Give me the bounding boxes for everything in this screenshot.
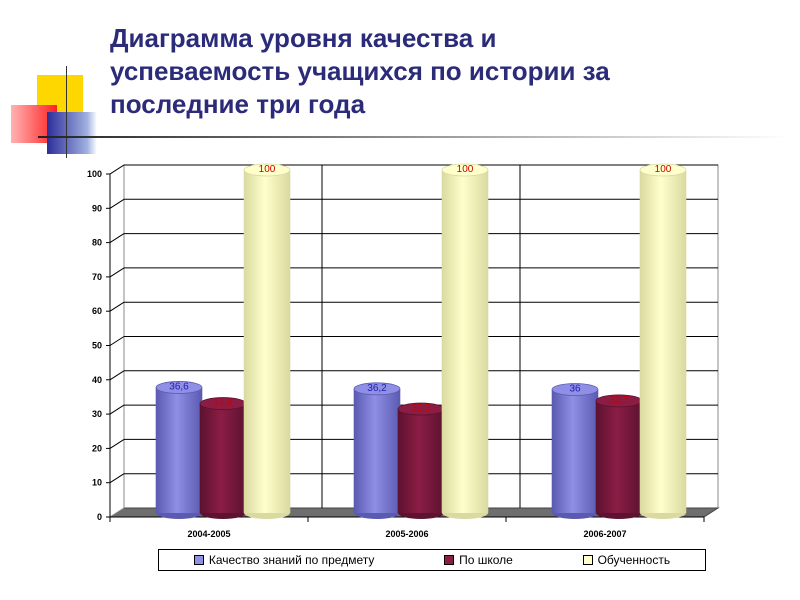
y-tick-label: 40 <box>92 375 102 385</box>
data-label: 32,7 <box>609 395 629 406</box>
page-title: Диаграмма уровня качества и успеваемость… <box>110 22 790 121</box>
legend-swatch-quality <box>193 555 204 565</box>
legend-label-quality: Качество знаний по предмету <box>208 553 375 567</box>
title-line-3: последние три года <box>110 89 366 119</box>
bar-body <box>398 409 444 513</box>
bar-top <box>353 382 401 396</box>
gridline-diag <box>109 473 125 484</box>
chart-legend: Качество знаний по предмету По школе Обу… <box>158 549 706 571</box>
y-tick-label: 50 <box>92 341 102 351</box>
x-tick-label: 2005-2006 <box>385 529 428 539</box>
legend-swatch-learning <box>582 555 593 565</box>
gridline-diag <box>109 438 125 449</box>
bar-top <box>243 163 291 177</box>
legend-swatch-school <box>444 555 455 565</box>
y-tick-label: 30 <box>92 409 102 419</box>
title-line-2: успеваемость учащихся по истории за <box>110 56 610 86</box>
y-tick-label: 10 <box>92 478 102 488</box>
bar-body <box>200 403 246 513</box>
data-label: 31,9 <box>213 398 233 409</box>
bar-body <box>552 389 598 513</box>
y-tick-label: 20 <box>92 443 102 453</box>
legend-item-quality: Качество знаний по предмету <box>193 553 375 567</box>
data-label: 36,6 <box>169 381 189 392</box>
y-tick-label: 60 <box>92 306 102 316</box>
x-tick-label: 2006-2007 <box>583 529 626 539</box>
gridline-diag <box>109 404 125 415</box>
y-tick-label: 100 <box>87 169 102 179</box>
gridline-diag <box>109 267 125 278</box>
data-label: 36,2 <box>367 383 387 394</box>
bar-body <box>596 400 642 513</box>
gridline-diag <box>109 336 125 346</box>
data-label: 100 <box>457 164 474 175</box>
deco-vertical-line <box>66 66 67 158</box>
gridline-diag <box>109 198 125 209</box>
bar-body <box>442 170 488 513</box>
deco-horizontal-line <box>38 136 790 138</box>
legend-item-learning: Обученность <box>582 553 671 567</box>
title-line-1: Диаграмма уровня качества и <box>110 23 497 53</box>
data-label: 100 <box>259 164 276 175</box>
legend-label-learning: Обученность <box>597 553 671 567</box>
deco-blue-square <box>47 112 97 154</box>
gridline-diag <box>109 164 125 175</box>
bar-body <box>244 170 290 513</box>
y-tick-label: 70 <box>92 272 102 282</box>
data-label: 30,3 <box>411 403 431 414</box>
bar-body <box>156 387 202 513</box>
data-label: 100 <box>655 164 672 175</box>
y-tick-label: 0 <box>97 512 102 522</box>
bar-body <box>354 388 400 513</box>
data-label: 36 <box>569 384 581 395</box>
gridline-diag <box>109 301 125 312</box>
legend-label-school: По школе <box>459 553 513 567</box>
bar-top <box>441 163 489 177</box>
bar-body <box>640 170 686 513</box>
y-tick-label: 80 <box>92 238 102 248</box>
legend-item-school: По школе <box>444 553 513 567</box>
bar-top <box>155 381 203 394</box>
bar-top <box>551 383 599 396</box>
x-tick-label: 2004-2005 <box>187 529 230 539</box>
y-tick-label: 90 <box>92 203 102 213</box>
gridline-diag <box>109 233 125 244</box>
bar-top <box>639 163 687 177</box>
gridline-diag <box>109 370 125 381</box>
